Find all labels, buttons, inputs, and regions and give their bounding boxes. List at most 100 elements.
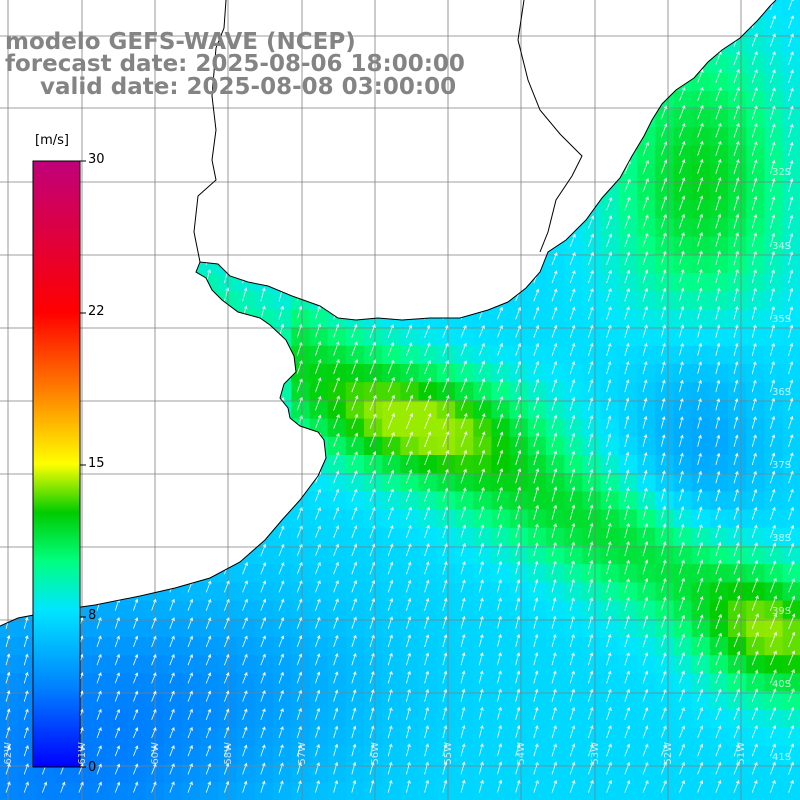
wind-speed-cell [746, 746, 765, 765]
wind-arrow [642, 269, 649, 284]
wind-speed-cell [254, 618, 274, 638]
wind-speed-cell [382, 764, 401, 784]
wind-speed-cell [309, 600, 329, 620]
wind-arrow [624, 559, 630, 575]
wind-arrow [387, 670, 393, 684]
wind-speed-cell [746, 782, 765, 800]
longitude-label: 61W [77, 742, 88, 765]
wind-arrow [588, 450, 594, 466]
wind-arrow [569, 670, 575, 684]
wind-arrow [296, 653, 303, 666]
wind-speed-cell [400, 546, 420, 565]
wind-speed-cell [746, 618, 765, 638]
wind-speed-cell [691, 782, 711, 800]
wind-arrow [606, 306, 612, 320]
wind-speed-cell [109, 709, 128, 729]
wind-speed-cell [746, 473, 765, 492]
wind-arrow [788, 51, 794, 65]
wind-speed-cell [309, 709, 329, 729]
wind-arrow [515, 504, 521, 520]
wind-speed-cell [728, 54, 747, 74]
wind-arrow [697, 434, 702, 447]
wind-speed-cell [291, 673, 310, 693]
wind-speed-cell [709, 418, 729, 438]
wind-speed-cell [764, 72, 784, 92]
wind-speed-cell [655, 600, 674, 620]
wind-arrow [406, 469, 413, 484]
wind-arrow [624, 361, 630, 375]
wind-arrow [733, 232, 739, 247]
wind-arrow [751, 105, 758, 120]
wind-speed-cell [455, 382, 474, 401]
wind-speed-cell [400, 418, 420, 438]
wind-speed-cell [782, 200, 800, 219]
wind-speed-cell [382, 655, 401, 674]
wind-speed-cell [473, 436, 492, 456]
wind-speed-cell [455, 564, 474, 583]
wind-arrow [333, 507, 340, 520]
wind-arrow [588, 559, 594, 575]
wind-arrow [770, 123, 776, 138]
wind-arrow [442, 394, 450, 411]
wind-arrow [478, 324, 485, 338]
wind-arrow [478, 431, 486, 447]
wind-speed-cell [782, 709, 800, 729]
wind-arrow [642, 177, 649, 193]
wind-arrow [551, 615, 557, 629]
wind-speed-cell [637, 709, 656, 729]
wind-arrow [533, 688, 539, 702]
wind-arrow [788, 214, 794, 229]
wind-arrow [551, 252, 558, 265]
wind-arrow [424, 634, 430, 648]
latitude-label: 36S [772, 387, 792, 398]
wind-arrow [660, 559, 667, 575]
wind-speed-cell [746, 127, 765, 147]
wind-arrow [296, 525, 303, 538]
wind-speed-cell [418, 764, 438, 784]
wind-speed-cell [418, 655, 438, 674]
wind-speed-cell [782, 163, 800, 183]
wind-speed-cell [364, 637, 383, 656]
wind-speed-cell [600, 364, 620, 383]
wind-speed-cell [400, 764, 420, 784]
wind-arrow [770, 287, 775, 302]
wind-speed-cell [345, 582, 365, 602]
wind-arrow [788, 542, 795, 557]
wind-speed-cell [728, 436, 747, 456]
wind-arrow [624, 287, 630, 302]
wind-speed-cell [327, 418, 347, 438]
wind-speed-cell [418, 382, 438, 401]
wind-arrow [715, 452, 721, 466]
wind-speed-cell [582, 764, 602, 784]
wind-arrow [606, 288, 612, 302]
wind-speed-cell [655, 273, 674, 292]
wind-speed-cell [345, 491, 365, 511]
wind-speed-cell [436, 582, 456, 602]
wind-speed-cell [509, 637, 529, 656]
wind-arrow [660, 141, 668, 156]
wind-arrow [660, 214, 667, 229]
wind-speed-cell [109, 746, 128, 765]
wind-arrow [533, 414, 540, 429]
wind-speed-cell [637, 746, 656, 765]
wind-speed-cell [582, 527, 602, 547]
wind-arrow [224, 726, 230, 739]
wind-speed-cell [91, 782, 110, 800]
wind-arrow [224, 598, 230, 611]
wind-speed-cell [673, 200, 693, 219]
wind-speed-cell [618, 455, 638, 474]
wind-speed-cell [327, 455, 347, 474]
wind-arrow [715, 470, 721, 484]
wind-speed-cell [509, 436, 529, 456]
wind-speed-cell [764, 782, 784, 800]
wind-arrow [770, 779, 776, 793]
wind-arrow [733, 725, 740, 739]
wind-speed-cell [254, 582, 274, 602]
wind-speed-cell [637, 673, 656, 693]
wind-speed-cell [436, 637, 456, 656]
wind-arrow [442, 670, 448, 684]
wind-arrow [679, 434, 684, 447]
wind-arrow [606, 779, 612, 793]
wind-speed-cell [91, 673, 110, 693]
wind-arrow [733, 779, 740, 793]
